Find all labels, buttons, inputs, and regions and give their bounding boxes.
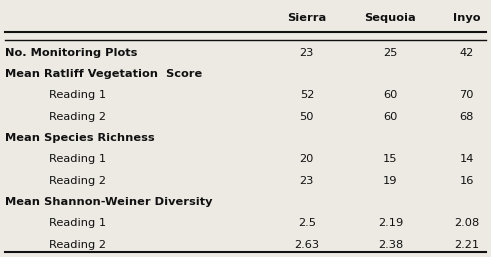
Text: Sequoia: Sequoia — [364, 13, 416, 23]
Text: 19: 19 — [383, 176, 398, 186]
Text: 52: 52 — [300, 90, 314, 100]
Text: 23: 23 — [300, 48, 314, 58]
Text: Reading 1: Reading 1 — [49, 90, 106, 100]
Text: Mean Species Richness: Mean Species Richness — [5, 133, 155, 143]
Text: Reading 2: Reading 2 — [49, 176, 106, 186]
Text: 20: 20 — [300, 154, 314, 164]
Text: 70: 70 — [459, 90, 474, 100]
Text: Reading 1: Reading 1 — [49, 154, 106, 164]
Text: 2.19: 2.19 — [378, 218, 403, 228]
Text: 23: 23 — [300, 176, 314, 186]
Text: Reading 2: Reading 2 — [49, 112, 106, 122]
Text: 2.08: 2.08 — [454, 218, 479, 228]
Text: 60: 60 — [383, 90, 398, 100]
Text: 68: 68 — [459, 112, 474, 122]
Text: Inyo: Inyo — [453, 13, 480, 23]
Text: 2.5: 2.5 — [298, 218, 316, 228]
Text: 15: 15 — [383, 154, 398, 164]
Text: 25: 25 — [383, 48, 398, 58]
Text: Mean Shannon-Weiner Diversity: Mean Shannon-Weiner Diversity — [5, 197, 213, 207]
Text: 2.63: 2.63 — [294, 240, 320, 250]
Text: 50: 50 — [300, 112, 314, 122]
Text: Reading 2: Reading 2 — [49, 240, 106, 250]
Text: 2.38: 2.38 — [378, 240, 403, 250]
Text: 14: 14 — [459, 154, 474, 164]
Text: 42: 42 — [459, 48, 474, 58]
Text: 60: 60 — [383, 112, 398, 122]
Text: Mean Ratliff Vegetation  Score: Mean Ratliff Vegetation Score — [5, 69, 202, 79]
Text: 2.21: 2.21 — [454, 240, 479, 250]
Text: 16: 16 — [459, 176, 474, 186]
Text: No. Monitoring Plots: No. Monitoring Plots — [5, 48, 137, 58]
Text: Reading 1: Reading 1 — [49, 218, 106, 228]
Text: Sierra: Sierra — [287, 13, 327, 23]
